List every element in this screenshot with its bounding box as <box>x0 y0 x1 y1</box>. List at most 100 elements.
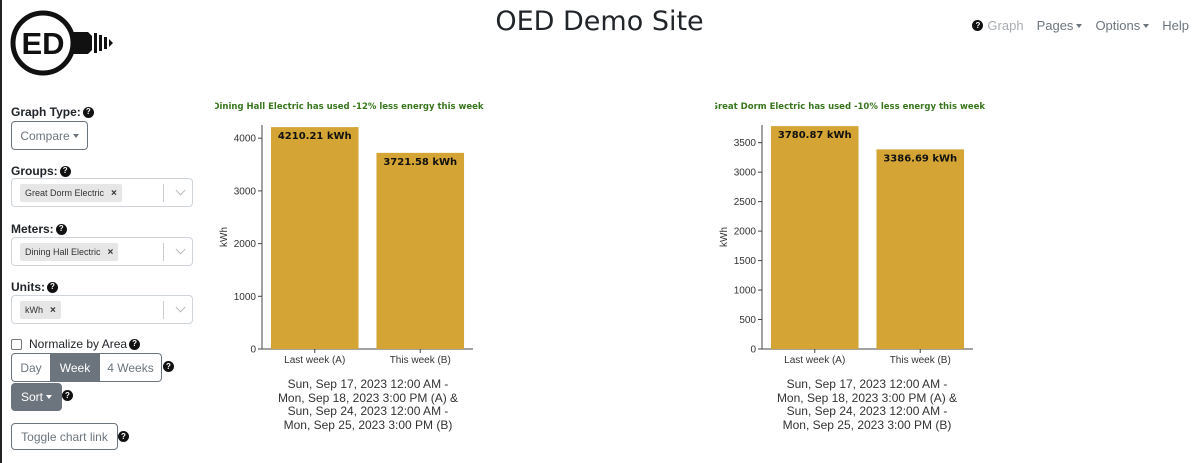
y-tick-label: 3500 <box>734 138 757 149</box>
caption-line: Mon, Sep 25, 2023 3:00 PM (B) <box>782 417 952 432</box>
chevron-down-icon <box>72 133 79 138</box>
y-tick-label: 500 <box>739 315 756 326</box>
period-week-button[interactable]: Week <box>51 353 100 382</box>
bar-value-label: 4210.21 kWh <box>278 131 352 142</box>
caption-line: Mon, Sep 18, 2023 3:00 PM (A) & <box>277 390 459 405</box>
chevron-down-icon <box>1076 23 1083 28</box>
sort-label: Sort <box>20 390 43 404</box>
meters-label: Meters: ? <box>11 222 67 236</box>
select-divider <box>163 243 164 261</box>
groups-select[interactable]: Great Dorm Electric × <box>11 178 193 207</box>
bar-value-label: 3721.58 kWh <box>383 157 457 168</box>
period-4weeks-button[interactable]: 4 Weeks <box>100 353 162 382</box>
help-icon[interactable]: ? <box>47 281 58 293</box>
period-week-label: Week <box>59 360 91 375</box>
help-icon[interactable]: ? <box>55 223 67 235</box>
page-title: OED Demo Site <box>495 6 704 37</box>
meters-label-text: Meters: <box>11 222 54 236</box>
nav-graph[interactable]: ? Graph <box>972 18 1024 33</box>
help-icon[interactable]: ? <box>118 431 129 442</box>
bar-0 <box>770 126 859 350</box>
graph-type-value: Compare <box>20 128 70 143</box>
unit-chip: kWh × <box>20 301 61 319</box>
caption-line: Sun, Sep 24, 2023 12:00 AM - <box>287 404 449 418</box>
bar-value-label: 3386.69 kWh <box>883 153 957 164</box>
nav-pages-label: Pages <box>1036 18 1074 33</box>
x-tick-label: This week (B) <box>390 355 451 366</box>
bar-value-label: 3780.87 kWh <box>778 130 852 141</box>
caption-line: Sun, Sep 17, 2023 12:00 AM - <box>786 377 948 391</box>
nav-pages-dropdown[interactable]: Pages <box>1037 18 1083 33</box>
normalize-checkbox[interactable] <box>11 339 22 350</box>
normalize-label: Normalize by Area ? <box>29 337 141 351</box>
left-border <box>0 0 2 463</box>
help-icon[interactable]: ? <box>59 165 71 177</box>
bar-1 <box>376 152 465 349</box>
compare-chart-great-dorm[interactable]: Great Dorm Electric has used -10% less e… <box>715 95 985 370</box>
group-chip: Great Dorm Electric × <box>20 184 122 202</box>
top-nav: ? Graph Pages Options Help <box>959 18 1189 33</box>
toggle-chart-link-label: Toggle chart link <box>21 429 108 444</box>
period-button-group: Day Week 4 Weeks <box>11 353 162 382</box>
nav-help[interactable]: Help <box>1162 18 1189 33</box>
bar-1 <box>876 149 965 349</box>
help-icon[interactable]: ? <box>62 390 73 401</box>
oed-logo[interactable]: ED <box>10 10 114 76</box>
help-icon[interactable]: ? <box>163 361 174 372</box>
y-tick-label: 4000 <box>234 134 257 145</box>
y-tick-label: 0 <box>250 345 256 356</box>
chart-caption-dining-hall: Sun, Sep 17, 2023 12:00 AM - Mon, Sep 18,… <box>258 377 478 432</box>
y-tick-label: 1000 <box>234 292 257 303</box>
bar-0 <box>270 127 359 349</box>
help-icon[interactable]: ? <box>82 106 94 118</box>
caption-line: Sun, Sep 24, 2023 12:00 AM - <box>786 404 948 418</box>
unit-chip-label: kWh <box>25 305 43 315</box>
units-select[interactable]: kWh × <box>11 295 193 324</box>
normalize-label-text: Normalize by Area <box>29 337 128 351</box>
help-icon[interactable]: ? <box>129 338 141 350</box>
select-divider <box>163 184 164 202</box>
x-tick-label: Last week (A) <box>784 355 845 366</box>
group-chip-label: Great Dorm Electric <box>25 188 105 198</box>
y-tick-label: 1000 <box>734 286 757 297</box>
chart-title: Dining Hall Electric has used -12% less … <box>215 102 484 112</box>
meter-chip: Dining Hall Electric × <box>20 243 119 261</box>
chart-caption-great-dorm: Sun, Sep 17, 2023 12:00 AM - Mon, Sep 18,… <box>757 377 977 432</box>
y-tick-label: 2500 <box>734 197 757 208</box>
groups-label: Groups: ? <box>11 164 71 178</box>
remove-chip-icon[interactable]: × <box>111 187 117 199</box>
units-label: Units: ? <box>11 280 58 294</box>
y-tick-label: 3000 <box>234 186 257 197</box>
y-axis-label: kWh <box>219 227 230 247</box>
remove-chip-icon[interactable]: × <box>107 246 114 258</box>
graph-type-label-text: Graph Type: <box>11 105 81 119</box>
y-tick-label: 2000 <box>234 239 257 250</box>
chevron-down-icon[interactable] <box>175 244 186 255</box>
chevron-down-icon[interactable] <box>175 302 186 313</box>
graph-type-dropdown[interactable]: Compare <box>11 121 88 150</box>
meters-select[interactable]: Dining Hall Electric × <box>11 237 193 266</box>
units-label-text: Units: <box>11 280 45 294</box>
chevron-down-icon <box>46 395 52 399</box>
remove-chip-icon[interactable]: × <box>50 304 56 316</box>
caption-line: Mon, Sep 25, 2023 3:00 PM (B) <box>283 417 453 432</box>
x-tick-label: Last week (A) <box>284 355 345 366</box>
nav-help-label: Help <box>1162 18 1189 33</box>
y-tick-label: 2000 <box>734 227 757 238</box>
groups-label-text: Groups: <box>11 164 58 178</box>
help-icon: ? <box>972 20 984 31</box>
select-divider <box>163 301 164 319</box>
nav-graph-label: Graph <box>987 18 1024 33</box>
toggle-chart-link-button[interactable]: Toggle chart link <box>11 423 118 450</box>
y-tick-label: 3000 <box>734 168 757 179</box>
period-day-label: Day <box>20 360 42 375</box>
nav-options-label: Options <box>1095 18 1141 33</box>
chart-title: Great Dorm Electric has used -10% less e… <box>715 102 985 112</box>
compare-chart-dining-hall[interactable]: Dining Hall Electric has used -12% less … <box>215 95 485 370</box>
period-day-button[interactable]: Day <box>11 353 51 382</box>
sort-dropdown-button[interactable]: Sort <box>11 383 62 411</box>
chevron-down-icon[interactable] <box>175 185 186 196</box>
chevron-down-icon <box>1143 23 1150 28</box>
nav-options-dropdown[interactable]: Options <box>1095 18 1150 33</box>
y-axis-label: kWh <box>719 227 730 247</box>
